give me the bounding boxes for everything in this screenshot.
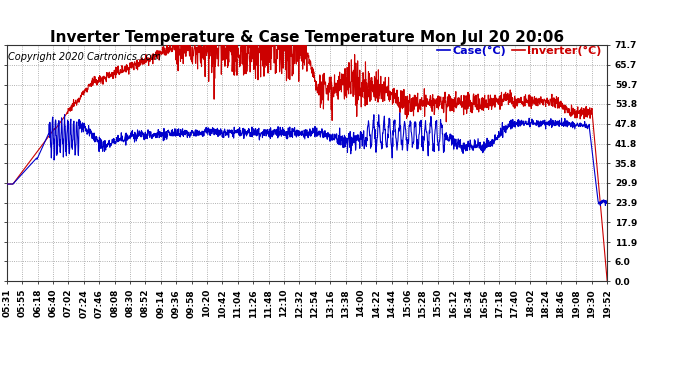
Title: Inverter Temperature & Case Temperature Mon Jul 20 20:06: Inverter Temperature & Case Temperature … xyxy=(50,30,564,45)
Text: Copyright 2020 Cartronics.com: Copyright 2020 Cartronics.com xyxy=(8,52,161,62)
Legend: Case(°C), Inverter(°C): Case(°C), Inverter(°C) xyxy=(437,46,602,56)
